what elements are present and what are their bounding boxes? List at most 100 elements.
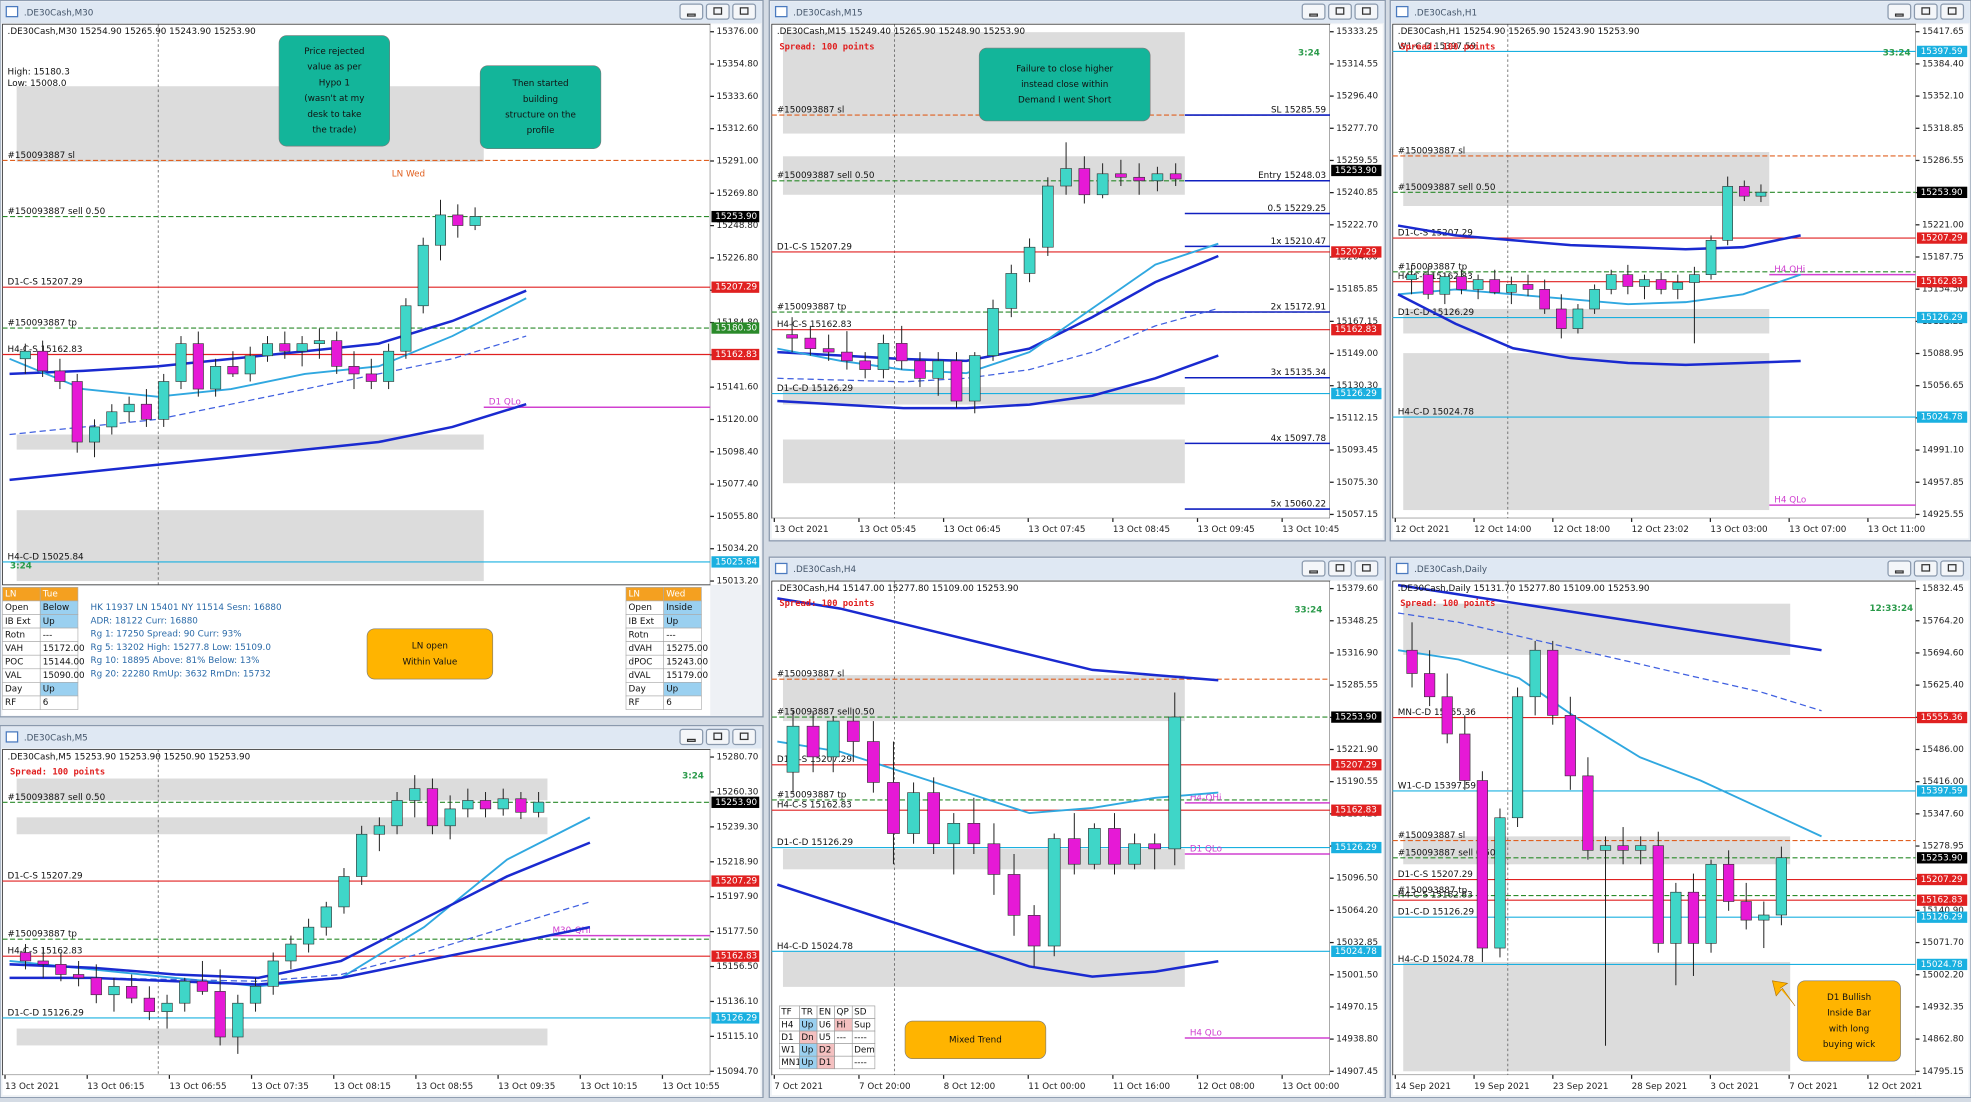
window-min-button[interactable]	[1301, 3, 1326, 20]
window-max-button[interactable]	[705, 728, 730, 746]
window-min-icon	[1894, 570, 1904, 574]
panel-stat: Rg 10: 18895 Above: 81% Below: 13%	[91, 656, 260, 666]
panel-stat: ADR: 18122 Curr: 16880	[91, 616, 198, 626]
bar-timer: 33:24	[1883, 49, 1911, 59]
window-close-button[interactable]	[1354, 560, 1379, 577]
candle-body	[126, 985, 138, 999]
price-tag	[711, 875, 760, 887]
level-label: H4-C-S 15162.83	[8, 345, 83, 355]
panel-cell	[663, 695, 702, 710]
level-label: D1-C-S 15207.29	[777, 755, 852, 765]
window-close-button[interactable]	[1354, 3, 1379, 20]
panel-text: dVAL	[629, 671, 651, 681]
price-tag-text: 15397.59	[1921, 786, 1963, 796]
annotation-text: Price rejected	[304, 47, 364, 57]
price-label: 15764.20	[1922, 616, 1964, 626]
level-label: #150093887 sell 0.50	[8, 207, 106, 217]
candle-body	[822, 348, 835, 353]
candle-body	[1169, 173, 1182, 180]
price-label: 15296.40	[1336, 92, 1378, 102]
candle-body	[1635, 845, 1647, 851]
price-label: 15071.70	[1922, 938, 1964, 948]
window-min-button[interactable]	[1301, 560, 1326, 577]
candle-body	[267, 960, 279, 987]
time-label: 7 Oct 2021	[1789, 1082, 1838, 1092]
time-label: 13 Oct 10:45	[1282, 525, 1339, 535]
table-text: U6	[819, 1020, 831, 1030]
moving-average	[777, 740, 1219, 815]
moving-average	[776, 883, 1219, 978]
window-close-button[interactable]	[732, 3, 757, 20]
annotation-text: Demand I went Short	[1018, 96, 1112, 106]
chart-note: High: 15180.3	[8, 67, 70, 77]
panel-text: dVAH	[629, 644, 653, 654]
table-text: Dem	[854, 1045, 875, 1055]
price-tag-text: 15126.29	[1335, 389, 1377, 399]
table-text: EN	[819, 1008, 831, 1018]
window-close-button[interactable]	[732, 728, 757, 746]
window-max-button[interactable]	[1913, 3, 1938, 20]
candle-body	[1758, 914, 1770, 921]
window-max-icon	[1335, 7, 1345, 15]
price-tag	[711, 210, 760, 223]
candle-body	[55, 964, 67, 975]
candle-body	[1705, 863, 1717, 944]
price-label: 15177.50	[716, 927, 758, 937]
level-label: D1 QLo	[1190, 844, 1222, 854]
level-label: #150093887 sl	[1398, 146, 1465, 156]
candle-body	[1439, 276, 1451, 295]
window-max-button[interactable]	[705, 3, 730, 20]
panel-text: Rotn	[629, 630, 649, 640]
window-min-button[interactable]	[679, 3, 704, 20]
candle-body	[417, 244, 429, 307]
candle-body	[1689, 274, 1700, 283]
window-close-icon	[1361, 564, 1371, 572]
window-max-button[interactable]	[1328, 560, 1352, 577]
window-min-icon	[1309, 13, 1318, 17]
price-zone	[782, 848, 1185, 870]
time-label: 11 Oct 16:00	[1113, 1082, 1170, 1092]
level-label: H4-C-S 15162.83	[1398, 272, 1473, 282]
time-label: 23 Sep 2021	[1553, 1082, 1609, 1092]
window-close-button[interactable]	[1940, 560, 1965, 577]
candle-body	[1529, 649, 1541, 698]
window-min-button[interactable]	[1887, 3, 1912, 20]
candle-body	[1168, 716, 1182, 850]
candle-body	[249, 985, 262, 1004]
table-text: SD	[854, 1008, 867, 1018]
time-label: 19 Sep 2021	[1474, 1082, 1530, 1092]
window-max-icon	[713, 7, 723, 15]
candle-body	[841, 351, 853, 362]
window-max-button[interactable]	[1913, 560, 1938, 577]
level-label: W1-C-D 15397.59	[1398, 42, 1476, 52]
window-title: .DE30Cash,H4	[793, 565, 856, 575]
price-label: 15417.65	[1922, 27, 1964, 37]
annotation-text: structure on the	[505, 111, 576, 121]
price-label: 15130.30	[1336, 381, 1378, 391]
annotation-text: profile	[527, 126, 555, 136]
price-zone	[16, 1028, 548, 1046]
level-label: D1-C-S 15207.29	[1398, 229, 1473, 239]
candle-body	[1639, 279, 1650, 287]
candle-body	[89, 426, 101, 443]
window-min-button[interactable]	[679, 728, 704, 746]
price-zone	[1403, 353, 1770, 511]
level-label: D1-C-S 15207.29	[1398, 870, 1473, 880]
candle-body	[1476, 780, 1488, 949]
level-label: SL 15285.59	[1271, 106, 1326, 116]
price-label: 15486.00	[1922, 745, 1964, 755]
candle-body	[877, 343, 890, 370]
level-label: #150093887 sl	[777, 106, 844, 116]
level-label: H4-C-S 15162.83	[777, 801, 852, 811]
time-label: 13 Oct 09:35	[498, 1082, 555, 1092]
time-axis	[771, 518, 1330, 539]
price-label: 15285.55	[1336, 681, 1378, 691]
price-label: 15240.85	[1336, 188, 1378, 198]
window-min-button[interactable]	[1887, 560, 1912, 577]
panel-stat: Rg 5: 13202 High: 15277.8 Low: 15109.0	[91, 643, 271, 653]
window-close-button[interactable]	[1940, 3, 1965, 20]
window-close-icon	[1361, 7, 1371, 15]
price-label: 15098.40	[716, 447, 758, 457]
candle-body	[1005, 273, 1018, 309]
window-max-button[interactable]	[1328, 3, 1352, 20]
